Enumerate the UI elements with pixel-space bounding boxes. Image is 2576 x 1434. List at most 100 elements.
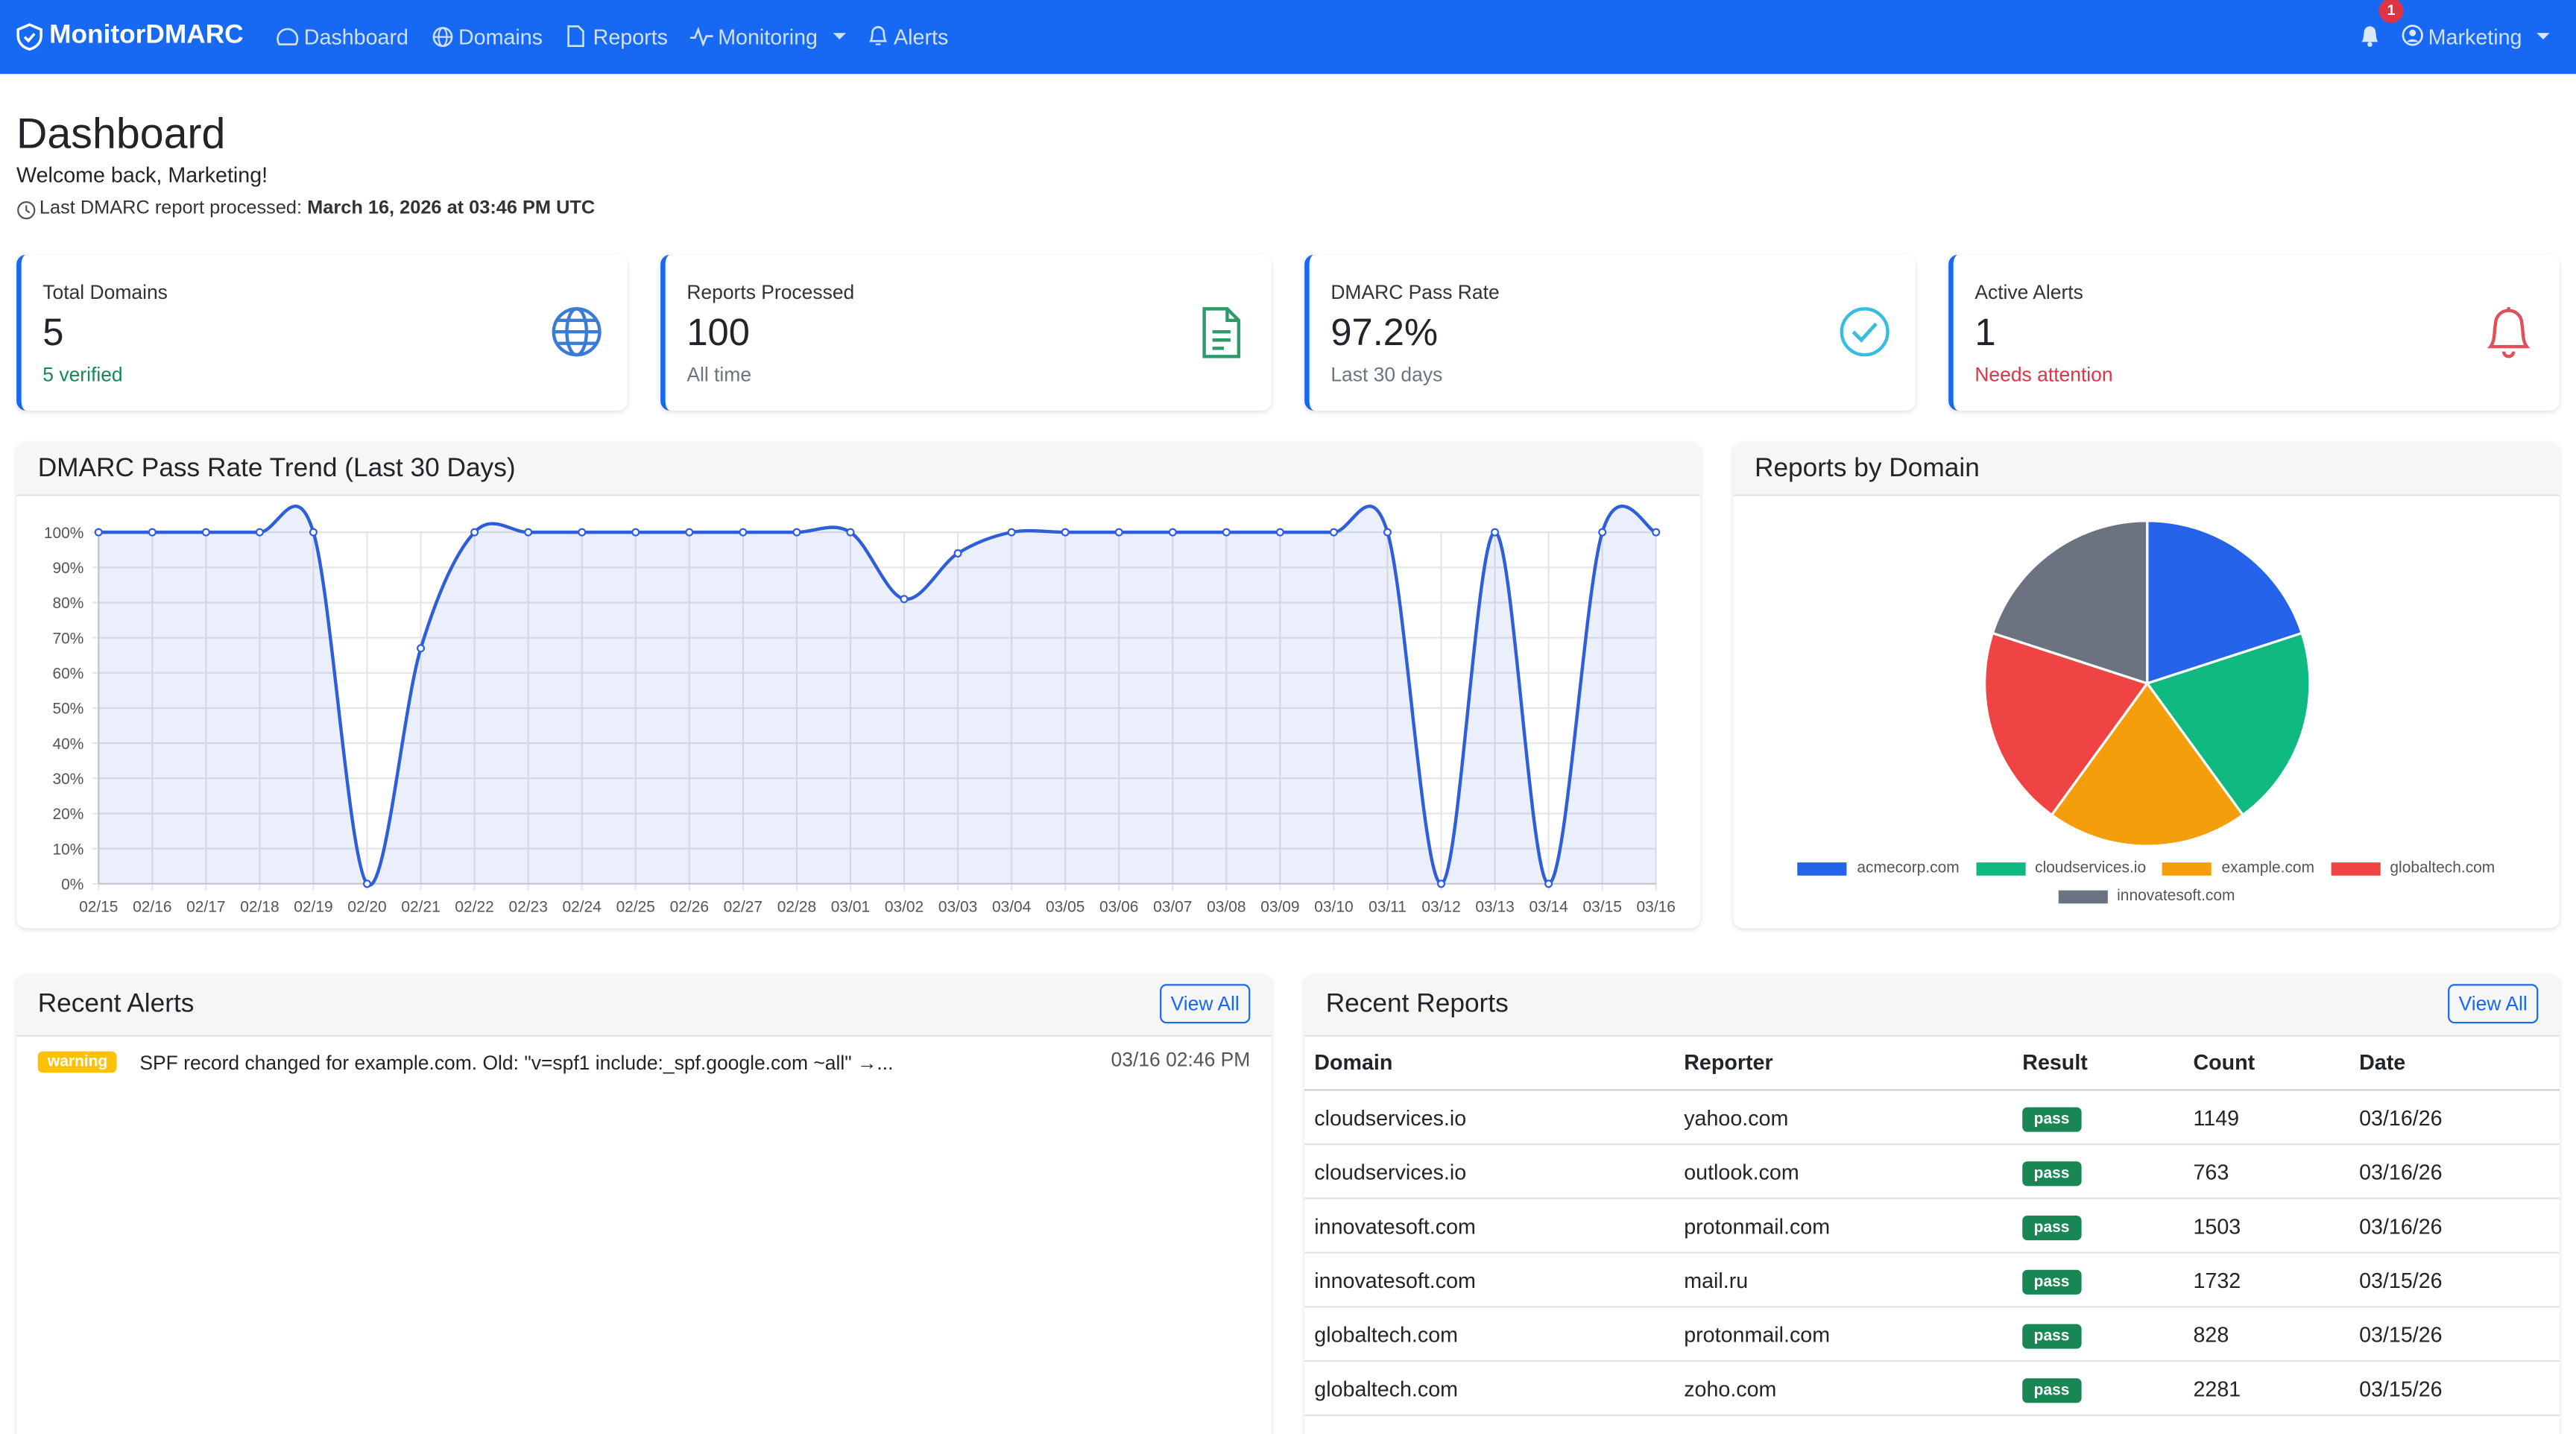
alert-time: 03/16 02:46 PM <box>1111 1048 1251 1072</box>
stat-label: Active Alerts <box>1974 280 2083 304</box>
alert-list: warning SPF record changed for example.co… <box>16 1037 1272 1090</box>
bell-button[interactable] <box>2359 25 2381 48</box>
nav-link[interactable]: Dashboard <box>303 25 408 50</box>
table-cell: 03/15/26 <box>2359 1377 2443 1402</box>
icon <box>552 307 602 357</box>
table-cell: protonmail.com <box>1684 1213 1831 1239</box>
stat-icon <box>550 306 604 361</box>
table-cell: mail.ru <box>1684 1268 1749 1293</box>
last-label: Last DMARC report processed: <box>39 198 303 219</box>
table-cell: 03/15/26 <box>2359 1322 2443 1348</box>
legend-label: acmecorp.com <box>1857 859 1960 877</box>
legend-swatch <box>1798 862 1848 875</box>
table-cell: outlook.com <box>1684 1160 1799 1185</box>
caret <box>2536 33 2550 40</box>
reports-table: Domain Reporter Result Count Date cloudservic… <box>1304 1037 2560 1416</box>
card-title: Reports by Domain <box>1754 455 1980 484</box>
table-cell: 03/16/26 <box>2359 1160 2443 1185</box>
stat-label: Reports Processed <box>686 280 855 304</box>
result-badge: pass <box>2022 1378 2081 1403</box>
user-menu[interactable]: Marketing <box>2428 25 2522 50</box>
table-row: globaltech.com zoho.com pass 2281 03/15/26 <box>1304 1362 2560 1416</box>
nav-icon <box>432 27 453 48</box>
page-title: Dashboard <box>16 108 226 158</box>
legend-swatch <box>1975 862 2025 875</box>
welcome: Welcome back, Marketing! <box>16 162 268 188</box>
column-header: Count <box>2193 1049 2255 1075</box>
table-cell: protonmail.com <box>1684 1322 1831 1348</box>
table-cell: 03/16/26 <box>2359 1105 2443 1131</box>
stat-sub: All time <box>686 363 752 386</box>
brand[interactable]: MonitorDMARC <box>49 21 244 50</box>
card-header: DMARC Pass Rate Trend (Last 30 Days) <box>16 441 1701 496</box>
table-cell: 03/16/26 <box>2359 1213 2443 1239</box>
table-row: cloudservices.io outlook.com pass 763 03/16/… <box>1304 1145 2560 1199</box>
stat-card: Active Alerts 1 Needs attention <box>1948 254 2560 411</box>
stat-card: Reports Processed 100 All time <box>660 254 1272 411</box>
legend: acmecorp.com cloudservices.io example.com g… <box>1766 859 2526 905</box>
card-header: Recent Alerts View All <box>16 974 1272 1037</box>
table-cell: 763 <box>2193 1160 2229 1185</box>
pie-card: Reports by Domain acmecorp.com cloudservi… <box>1733 441 2560 929</box>
stat-sub: Last 30 days <box>1330 363 1443 386</box>
brand-icon <box>16 23 42 51</box>
nav-link[interactable]: Monitoring <box>718 25 818 50</box>
nav-icon <box>869 26 888 45</box>
alert-row: warning SPF record changed for example.co… <box>16 1037 1272 1090</box>
nav-icon <box>277 28 299 45</box>
result-badge: pass <box>2022 1107 2081 1132</box>
user-icon <box>2402 25 2423 46</box>
stat-icon <box>1838 306 1892 361</box>
legend-item: globaltech.com <box>2331 859 2495 877</box>
nav-link[interactable]: Domains <box>458 25 543 50</box>
table-cell: innovatesoft.com <box>1314 1268 1476 1293</box>
table-cell: 1503 <box>2193 1213 2241 1239</box>
result-badge: pass <box>2022 1161 2081 1187</box>
caret <box>833 33 847 40</box>
stat-icon <box>2482 306 2536 361</box>
legend-item: cloudservices.io <box>1975 859 2146 877</box>
stat-icon <box>1194 306 1248 361</box>
trend-card: DMARC Pass Rate Trend (Last 30 Days) <box>16 441 1701 929</box>
stat-sub: 5 verified <box>42 363 123 386</box>
table-cell: 03/15/26 <box>2359 1268 2443 1293</box>
stat-value: 97.2% <box>1330 310 1439 353</box>
nav-link[interactable]: Alerts <box>894 25 949 50</box>
stat-sub: Needs attention <box>1974 363 2113 386</box>
legend-swatch <box>2162 862 2212 875</box>
legend-label: globaltech.com <box>2390 859 2496 877</box>
stat-label: DMARC Pass Rate <box>1330 280 1500 304</box>
table-cell: zoho.com <box>1684 1377 1777 1402</box>
column-header: Date <box>2359 1049 2406 1075</box>
nav-link[interactable]: Reports <box>593 25 669 50</box>
nav-icon <box>689 26 713 46</box>
view-all-button[interactable]: View All <box>1160 984 1251 1024</box>
table-header: Domain Reporter Result Count Date <box>1304 1037 2560 1091</box>
table-cell: cloudservices.io <box>1314 1105 1467 1131</box>
column-header: Reporter <box>1684 1049 1773 1075</box>
stat-label: Total Domains <box>42 280 168 304</box>
stat-card: DMARC Pass Rate 97.2% Last 30 days <box>1304 254 1916 411</box>
table-row: innovatesoft.com protonmail.com pass 1503 03… <box>1304 1199 2560 1254</box>
result-badge: pass <box>2022 1269 2081 1295</box>
navbar: MonitorDMARC Dashboard Domains Reports M… <box>0 0 2576 75</box>
card-header: Reports by Domain <box>1733 441 2560 496</box>
table-row: globaltech.com protonmail.com pass 828 03/15… <box>1304 1307 2560 1362</box>
icon <box>1840 307 1890 357</box>
table-cell: 828 <box>2193 1322 2229 1348</box>
result-badge: pass <box>2022 1216 2081 1241</box>
legend-swatch <box>2057 889 2107 903</box>
column-header: Domain <box>1314 1049 1393 1075</box>
card-title: DMARC Pass Rate Trend (Last 30 Days) <box>37 455 516 484</box>
card-title: Recent Alerts <box>37 991 195 1019</box>
notification-badge: 1 <box>2378 0 2404 23</box>
card-header: Recent Reports View All <box>1304 974 2560 1037</box>
view-all-button[interactable]: View All <box>2448 984 2539 1024</box>
stat-value: 100 <box>686 310 750 353</box>
icon <box>2487 307 2531 358</box>
table-row: innovatesoft.com mail.ru pass 1732 03/15/26 <box>1304 1254 2560 1308</box>
legend-item: acmecorp.com <box>1798 859 1960 877</box>
reports-card: Recent Reports View All Domain Reporter Re… <box>1304 974 2560 1434</box>
legend-item: example.com <box>2162 859 2314 877</box>
